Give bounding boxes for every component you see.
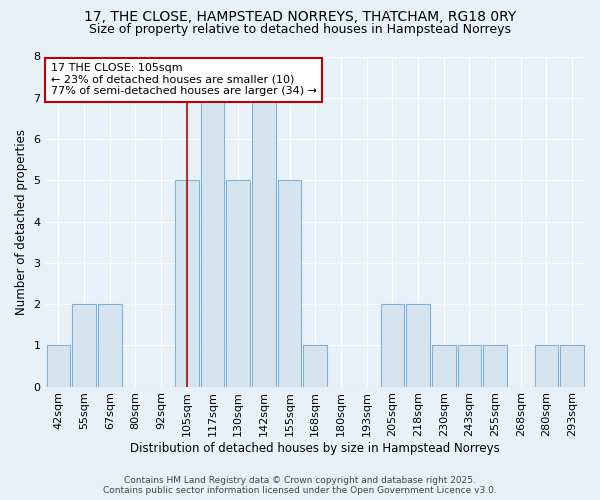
Text: Size of property relative to detached houses in Hampstead Norreys: Size of property relative to detached ho… <box>89 22 511 36</box>
X-axis label: Distribution of detached houses by size in Hampstead Norreys: Distribution of detached houses by size … <box>130 442 500 455</box>
Y-axis label: Number of detached properties: Number of detached properties <box>15 128 28 314</box>
Bar <box>252 98 276 386</box>
Bar <box>175 180 199 386</box>
Bar <box>483 346 507 387</box>
Bar <box>278 180 301 386</box>
Bar <box>201 98 224 386</box>
Bar <box>432 346 455 387</box>
Bar <box>226 180 250 386</box>
Text: 17 THE CLOSE: 105sqm
← 23% of detached houses are smaller (10)
77% of semi-detac: 17 THE CLOSE: 105sqm ← 23% of detached h… <box>51 63 317 96</box>
Bar <box>304 346 327 387</box>
Bar <box>406 304 430 386</box>
Bar <box>72 304 96 386</box>
Text: Contains HM Land Registry data © Crown copyright and database right 2025.
Contai: Contains HM Land Registry data © Crown c… <box>103 476 497 495</box>
Bar <box>560 346 584 387</box>
Bar <box>535 346 558 387</box>
Bar <box>380 304 404 386</box>
Bar <box>47 346 70 387</box>
Bar <box>458 346 481 387</box>
Text: 17, THE CLOSE, HAMPSTEAD NORREYS, THATCHAM, RG18 0RY: 17, THE CLOSE, HAMPSTEAD NORREYS, THATCH… <box>84 10 516 24</box>
Bar <box>98 304 122 386</box>
